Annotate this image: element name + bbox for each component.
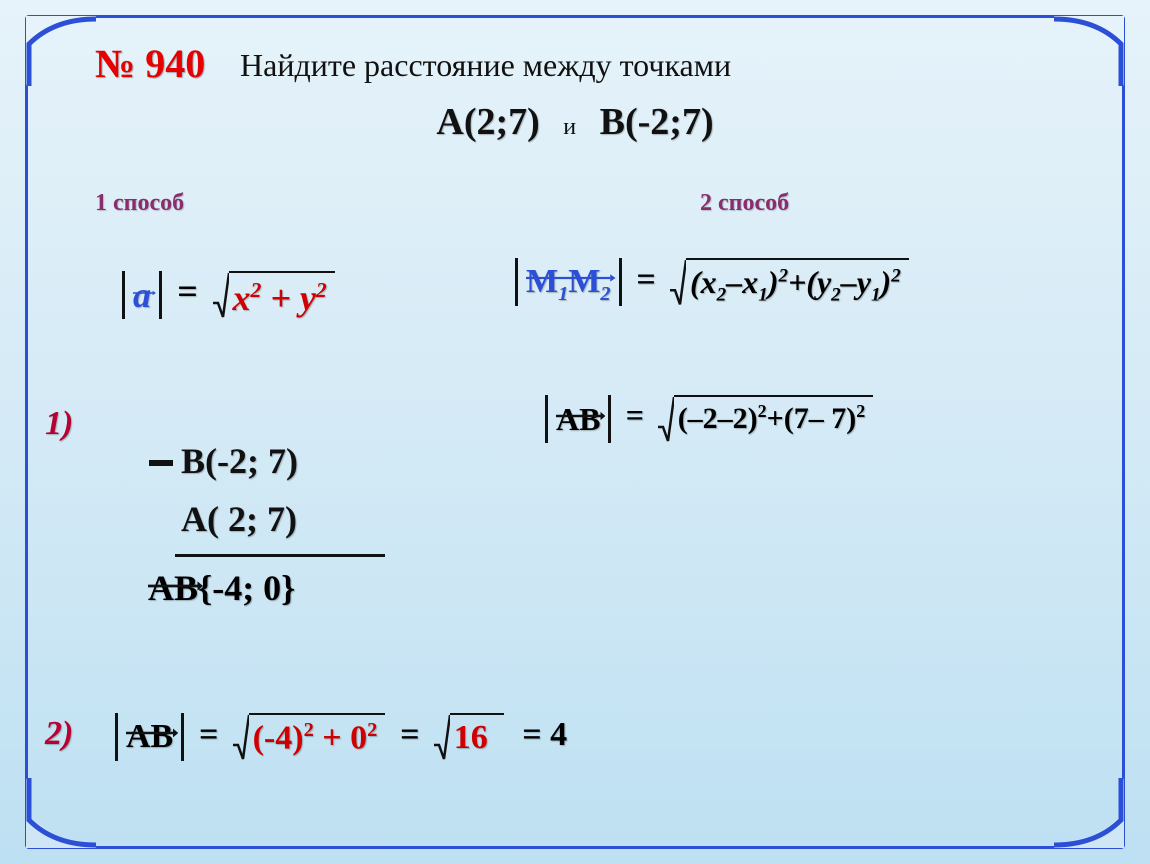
- sqrt: x2 + y2: [213, 271, 335, 319]
- radicand-1: (-4)2 + 02: [249, 713, 386, 757]
- sqrt: 16: [434, 713, 504, 761]
- final-calculation: AB = (-4)2 + 02 = 16 = 4: [115, 713, 567, 761]
- step-1-label: 1): [45, 405, 73, 443]
- vector-arrow-icon: [148, 559, 203, 571]
- slide: № 940 Найдите расстояние между точками A…: [0, 0, 1150, 864]
- radicand: (–2–2)2+(7– 7)2: [674, 395, 874, 436]
- vector-ab: AB: [556, 395, 600, 443]
- abs-bars: AB: [115, 713, 184, 761]
- equals: =: [636, 261, 655, 298]
- radical-icon: [670, 258, 686, 306]
- vector-ab: AB: [148, 567, 198, 609]
- content: № 940 Найдите расстояние между точками A…: [0, 0, 1150, 864]
- equals: =: [199, 716, 218, 753]
- radicand: (x2–x1)2+(y2–y1)2: [686, 258, 909, 306]
- and-text: и: [563, 114, 576, 140]
- problem-number: № 940: [95, 40, 205, 87]
- point-b-row: B(-2; 7): [181, 433, 385, 491]
- equals: =: [625, 397, 643, 433]
- sqrt: (x2–x1)2+(y2–y1)2: [670, 258, 909, 306]
- vector-a: a: [133, 271, 151, 319]
- problem-title: Найдите расстояние между точками: [240, 47, 731, 84]
- ab-coords: {-4; 0}: [198, 568, 295, 608]
- points-line: A(2;7) и B(-2;7): [0, 100, 1150, 144]
- abs-bars: AB: [545, 395, 611, 443]
- radical-icon: [213, 271, 229, 319]
- vector-arrow-icon: [126, 705, 178, 717]
- abs-bars: a: [122, 271, 162, 319]
- vector-ab: AB: [126, 713, 173, 761]
- formula-vector-magnitude: a = x2 + y2: [122, 270, 335, 330]
- radical-icon: [233, 713, 249, 761]
- formula-ab-method2: AB = (–2–2)2+(7– 7)2: [545, 395, 873, 443]
- vector-m1m2: M1M2: [526, 258, 611, 318]
- minus-icon: [149, 460, 173, 466]
- equals: =: [400, 716, 419, 753]
- subtraction-line: [175, 554, 385, 557]
- point-a-row: A( 2; 7): [181, 491, 385, 549]
- method1-label: 1 способ: [95, 190, 184, 217]
- point-b: B(-2;7): [600, 101, 714, 143]
- point-a: A(2;7): [436, 101, 539, 143]
- method2-label: 2 способ: [700, 190, 789, 217]
- step-2-label: 2): [45, 715, 73, 753]
- vector-arrow-icon: [556, 387, 605, 399]
- radicand: x2 + y2: [229, 271, 335, 319]
- radical-icon: [658, 395, 674, 443]
- radical-icon: [434, 713, 450, 761]
- sqrt: (–2–2)2+(7– 7)2: [658, 395, 874, 443]
- radicand-2: 16: [450, 713, 504, 757]
- formula-distance: M1M2 = (x2–x1)2+(y2–y1)2: [515, 258, 909, 318]
- abs-bars: M1M2: [515, 258, 622, 306]
- equals: =: [177, 271, 198, 311]
- vector-arrow-icon: [133, 263, 156, 275]
- vector-arrow-icon: [526, 250, 616, 262]
- ab-vector-result: AB {-4; 0}: [148, 567, 295, 609]
- final-result: = 4: [522, 716, 567, 753]
- subtraction-block: B(-2; 7) A( 2; 7): [145, 415, 385, 557]
- sqrt: (-4)2 + 02: [233, 713, 386, 761]
